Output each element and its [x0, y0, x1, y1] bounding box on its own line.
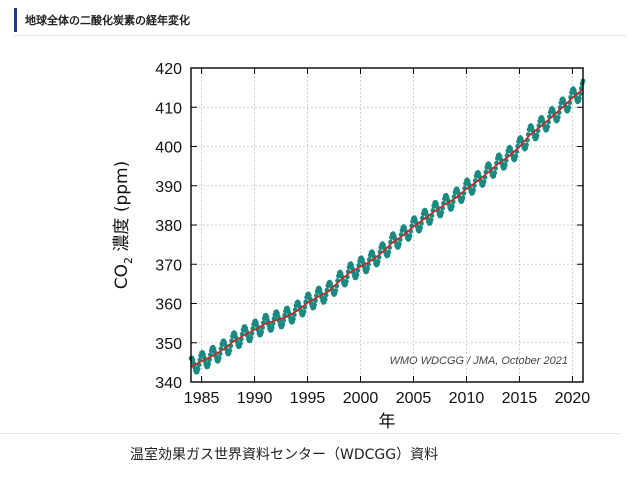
- y-axis-label-subscript: 2: [122, 257, 135, 264]
- monthly-point: [354, 272, 360, 278]
- x-tick-label: 2005: [396, 390, 432, 407]
- monthly-point: [343, 279, 349, 284]
- page-header: 地球全体の二酸化炭素の経年変化: [14, 8, 626, 32]
- monthly-point: [216, 355, 222, 361]
- monthly-point: [301, 309, 307, 315]
- monthly-point: [418, 225, 423, 231]
- monthly-point: [386, 249, 392, 255]
- monthly-point: [555, 114, 561, 120]
- monthly-point: [227, 348, 233, 353]
- x-tick-label: 2015: [502, 390, 538, 407]
- x-tick-label: 1990: [237, 390, 273, 407]
- footer-divider: [0, 433, 620, 434]
- y-tick-label: 360: [155, 297, 182, 314]
- x-tick-label: 1995: [290, 390, 326, 407]
- monthly-point: [577, 95, 582, 101]
- tick-layer: 340 350 360 370 380 390 400 410 420 1985 1990 1995 2…: [155, 61, 590, 407]
- y-tick-label: 420: [155, 61, 182, 78]
- monthly-point: [206, 361, 212, 367]
- header-divider: [14, 35, 626, 36]
- y-axis-label-main: CO: [112, 264, 132, 289]
- y-tick-label: 400: [155, 140, 182, 157]
- page-title: 地球全体の二酸化炭素の経年変化: [25, 14, 190, 27]
- monthly-point: [492, 170, 498, 176]
- series-layer: [188, 78, 586, 375]
- monthly-point: [375, 259, 381, 265]
- monthly-point: [280, 321, 286, 327]
- monthly-point: [269, 325, 275, 331]
- y-axis-label: CO2 濃度 (ppm): [112, 161, 135, 289]
- monthly-point: [428, 217, 434, 223]
- monthly-point: [365, 266, 370, 272]
- x-tick-label: 2000: [343, 390, 379, 407]
- monthly-point: [566, 104, 572, 110]
- y-tick-label: 410: [155, 100, 182, 117]
- monthly-point: [238, 341, 243, 346]
- co2-trend-chart: 340 350 360 370 380 390 400 410 420 1985 1990 1995 2…: [112, 61, 590, 430]
- monthly-point: [481, 179, 487, 185]
- monthly-point: [407, 233, 413, 239]
- monthly-point: [502, 162, 508, 168]
- y-tick-label: 370: [155, 257, 182, 274]
- monthly-point: [291, 316, 296, 322]
- x-tick-label: 2020: [555, 390, 591, 407]
- x-axis-label: 年: [379, 412, 396, 430]
- monthly-point: [545, 124, 551, 130]
- monthly-point: [513, 153, 519, 159]
- source-caption: 温室効果ガス世界資料センター（WDCGG）資料: [130, 447, 439, 463]
- monthly-point: [534, 132, 540, 138]
- source-annotation: WMO WDCGG / JMA, October 2021: [390, 355, 568, 367]
- monthly-point: [312, 302, 317, 308]
- trend-line: [190, 88, 584, 368]
- monthly-point: [259, 329, 265, 335]
- monthly-point: [449, 203, 455, 209]
- y-tick-label: 380: [155, 218, 182, 235]
- monthly-point: [396, 241, 402, 247]
- monthly-point: [439, 210, 445, 216]
- monthly-point: [322, 296, 328, 302]
- y-tick-label: 350: [155, 336, 182, 353]
- monthly-point: [471, 187, 476, 193]
- monthly-point: [248, 335, 254, 341]
- x-tick-label: 1985: [184, 390, 220, 407]
- y-tick-label: 390: [155, 179, 182, 196]
- y-axis-label-rest: 濃度 (ppm): [112, 161, 132, 257]
- y-tick-label: 340: [155, 375, 182, 392]
- monthly-point: [460, 195, 466, 201]
- monthly-point: [333, 288, 339, 294]
- grid-layer: [191, 68, 583, 382]
- monthly-point: [524, 142, 529, 148]
- monthly-point: [195, 366, 201, 372]
- x-tick-label: 2010: [449, 390, 485, 407]
